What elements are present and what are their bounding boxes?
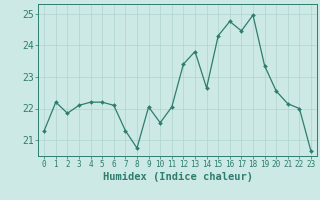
X-axis label: Humidex (Indice chaleur): Humidex (Indice chaleur) — [103, 172, 252, 182]
